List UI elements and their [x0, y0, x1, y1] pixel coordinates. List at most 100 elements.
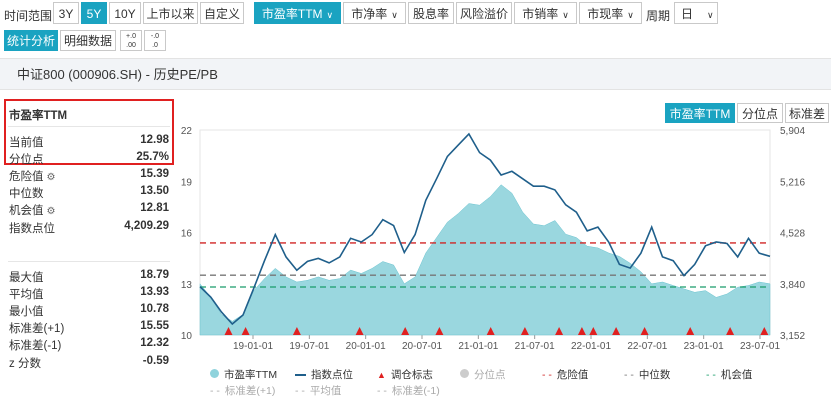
metric-pb-dropdown[interactable]: 市净率 ∨: [343, 2, 406, 24]
range-3y-label: 3Y: [58, 7, 74, 21]
gear-icon[interactable]: ⚙: [46, 206, 56, 217]
rebalance-marker: [555, 327, 564, 335]
legend-danger-label: 危险值: [556, 369, 589, 381]
gear-icon[interactable]: ⚙: [46, 172, 56, 183]
max-label: 最大值: [9, 272, 44, 284]
x-tick-label: 23-01-01: [684, 341, 724, 352]
y-right-tick-label: 3,152: [780, 331, 805, 342]
danger-value: 15.39: [140, 168, 169, 180]
metric-ps-dropdown[interactable]: 市销率 ∨: [514, 2, 577, 24]
period-value: 日: [681, 7, 694, 21]
rebalance-marker: [726, 327, 735, 335]
legend-swatch-index: [295, 374, 306, 377]
avg-label: 平均值: [9, 289, 44, 301]
range-since-listing-label: 上市以来: [146, 7, 195, 21]
median-value: 13.50: [140, 185, 169, 197]
divider: [8, 126, 170, 127]
chevron-down-icon: ∨: [707, 10, 714, 20]
range-5y-button[interactable]: 5Y: [81, 2, 107, 24]
metric-pcf-dropdown[interactable]: 市现率 ∨: [579, 2, 642, 24]
index-label: 指数点位: [9, 223, 55, 235]
metric-ps-label: 市销率: [522, 7, 559, 21]
legend-rebalance-label: 调仓标志: [390, 369, 433, 381]
range-custom-label: 自定义: [203, 7, 240, 21]
metric-dividend-button[interactable]: 股息率: [408, 2, 454, 24]
triangle-icon: ▲: [377, 370, 386, 380]
median-label: 中位数: [9, 188, 44, 200]
legend-item-stddev-minus[interactable]: - - 标准差(-1): [377, 383, 440, 398]
chevron-down-icon: ∨: [627, 10, 634, 20]
rebalance-marker: [486, 327, 495, 335]
legend-chance-label: 机会值: [720, 369, 753, 381]
legend-index-label: 指数点位: [311, 369, 353, 381]
metric-risk-premium-button[interactable]: 风险溢价: [456, 2, 512, 24]
decimal-increase-icon[interactable]: +.0.00: [120, 30, 142, 51]
percentile-value: 25.7%: [136, 151, 169, 163]
rebalance-marker: [589, 327, 598, 335]
index-line: [199, 132, 771, 326]
percentile-label: 分位点: [9, 154, 44, 166]
chance-label: 机会值 ⚙: [9, 202, 55, 218]
y-right-tick-label: 4,528: [780, 229, 805, 240]
highlight-box: [4, 99, 174, 165]
legend-item-percentile[interactable]: 分位点: [460, 367, 506, 382]
metric-pe-ttm-dropdown[interactable]: 市盈率TTM ∨: [254, 2, 341, 24]
y-left-tick-label: 19: [181, 177, 193, 188]
max-value: 18.79: [140, 269, 169, 281]
tab-detail-data[interactable]: 明细数据: [60, 30, 116, 51]
rebalance-marker: [241, 327, 250, 335]
rebalance-marker: [577, 327, 586, 335]
view-stddev-button[interactable]: 标准差: [785, 103, 829, 123]
chevron-down-icon: ∨: [391, 10, 398, 20]
legend-swatch-pe: [210, 369, 219, 378]
legend-percentile-label: 分位点: [474, 369, 506, 381]
legend-item-median[interactable]: - - 中位数: [624, 367, 670, 382]
range-10y-label: 10Y: [114, 7, 136, 21]
legend-item-danger[interactable]: - - 危险值: [542, 367, 588, 382]
legend-item-index[interactable]: 指数点位: [295, 367, 353, 382]
range-since-listing-button[interactable]: 上市以来: [143, 2, 198, 24]
page-title: 中证800 (000906.SH) - 历史PE/PB: [17, 67, 218, 82]
x-tick-label: 19-01-01: [233, 341, 273, 352]
view-stddev-label: 标准差: [788, 107, 825, 121]
range-10y-button[interactable]: 10Y: [109, 2, 141, 24]
legend-swatch-stddev-minus: - -: [377, 385, 387, 397]
stats-header: 市盈率TTM: [9, 110, 68, 122]
range-custom-button[interactable]: 自定义: [200, 2, 244, 24]
range-5y-label: 5Y: [86, 7, 102, 21]
decimal-decrease-icon[interactable]: -.0.0: [144, 30, 166, 51]
index-value: 4,209.29: [124, 220, 169, 232]
legend-stddev-plus-label: 标准差(+1): [224, 385, 276, 397]
y-right-tick-label: 3,840: [780, 280, 805, 291]
rebalance-marker: [401, 327, 410, 335]
legend-swatch-stddev-plus: - -: [210, 385, 220, 397]
stddev-plus-label: 标准差(+1): [9, 323, 65, 335]
legend-swatch-danger: - -: [542, 369, 552, 381]
stddev-minus-label: 标准差(-1): [9, 340, 62, 352]
rebalance-marker: [760, 327, 769, 335]
legend-swatch-median: - -: [624, 369, 634, 381]
y-right-tick-label: 5,904: [780, 126, 805, 137]
rebalance-marker: [686, 327, 695, 335]
chance-value: 12.81: [140, 202, 169, 214]
legend-item-stddev-plus[interactable]: - - 标准差(+1): [210, 383, 275, 398]
tab-statistics[interactable]: 统计分析: [4, 30, 58, 51]
legend-item-average[interactable]: - - 平均值: [295, 383, 341, 398]
danger-label-text: 危险值: [9, 171, 44, 183]
view-pe-button[interactable]: 市盈率TTM: [665, 103, 735, 123]
view-percentile-button[interactable]: 分位点: [737, 103, 783, 123]
view-pe-label: 市盈率TTM: [669, 107, 731, 121]
y-left-tick-label: 13: [181, 280, 193, 291]
time-range-label: 时间范围: [4, 9, 53, 23]
x-tick-label: 21-01-01: [458, 341, 498, 352]
legend-item-pe[interactable]: 市盈率TTM: [210, 367, 277, 382]
x-tick-label: 19-07-01: [289, 341, 329, 352]
period-dropdown[interactable]: 日 ∨: [674, 2, 718, 24]
legend-item-chance[interactable]: - - 机会值: [706, 367, 752, 382]
tab-detail-label: 明细数据: [63, 34, 112, 48]
metric-dividend-label: 股息率: [412, 7, 449, 21]
legend-item-rebalance[interactable]: ▲ 调仓标志: [377, 367, 433, 382]
range-3y-button[interactable]: 3Y: [53, 2, 79, 24]
danger-label: 危险值 ⚙: [9, 168, 55, 184]
